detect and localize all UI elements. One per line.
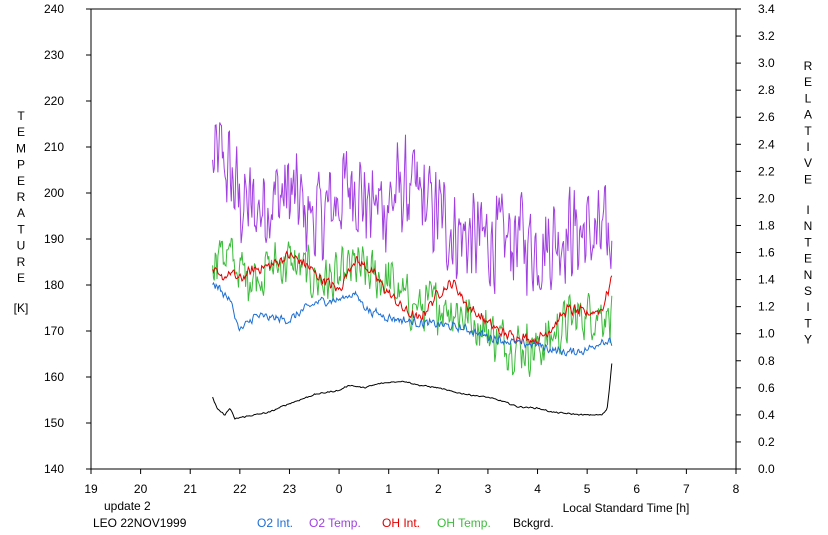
left-y-tick-label: 180: [44, 278, 64, 292]
left-y-label-letter: E: [17, 125, 25, 139]
left-y-label-letter: E: [17, 271, 25, 285]
left-y-tick-label: 170: [44, 324, 64, 338]
x-tick-label: 5: [584, 482, 591, 496]
x-axis: 19 20 21 22 23 0 1 2 3 4 5 6 7 8: [84, 469, 740, 496]
left-y-tick-label: 140: [44, 462, 64, 476]
left-y-unit: [K]: [14, 301, 29, 315]
right-y-label-letter: N: [804, 219, 813, 233]
legend-entry: OH Temp.: [437, 516, 491, 530]
right-y-tick-label: 2.6: [758, 110, 775, 124]
left-y-tick-label: 240: [44, 2, 64, 16]
legend-entry: OH Int.: [382, 516, 420, 530]
left-y-tick-label: 150: [44, 416, 64, 430]
left-y-label-letter: P: [17, 158, 25, 172]
right-y-label-letter: L: [805, 91, 812, 105]
x-tick-label: 7: [683, 482, 690, 496]
x-tick-label: 8: [733, 482, 740, 496]
x-tick-label: 4: [534, 482, 541, 496]
left-y-label-letter: A: [17, 206, 25, 220]
right-y-tick-label: 1.6: [758, 246, 775, 260]
x-tick-label: 1: [385, 482, 392, 496]
left-y-tick-label: 190: [44, 232, 64, 246]
right-y-label-letter: Y: [804, 333, 812, 347]
right-y-label-letter: R: [804, 59, 813, 73]
x-tick-label: 22: [233, 482, 247, 496]
right-y-label-letter: N: [804, 268, 813, 282]
legend-entry: O2 Int.: [257, 516, 293, 530]
right-y-tick-label: 2.8: [758, 83, 775, 97]
legend: O2 Int. O2 Temp. OH Int. OH Temp. Bckgrd.: [257, 516, 554, 530]
station-date-annotation: LEO 22NOV1999: [93, 516, 187, 530]
right-y-label-letter: A: [804, 108, 812, 122]
left-y-tick-label: 200: [44, 186, 64, 200]
right-y-axis: 0.0 0.2 0.4 0.6 0.8 1.0 1.2 1.4 1.6 1.8 2.0 2.2 2.4 2…: [736, 2, 775, 476]
x-tick-label: 3: [485, 482, 492, 496]
right-y-tick-label: 1.0: [758, 327, 775, 341]
left-y-label-letter: E: [17, 174, 25, 188]
right-y-tick-label: 0.0: [758, 462, 775, 476]
left-y-label-letter: R: [17, 190, 26, 204]
right-y-tick-label: 3.0: [758, 56, 775, 70]
right-y-label-letter: E: [804, 252, 812, 266]
x-tick-label: 0: [336, 482, 343, 496]
right-y-label-letter: E: [804, 172, 812, 186]
left-y-label-letter: T: [17, 109, 25, 123]
right-y-label-letter: I: [806, 300, 809, 314]
update-annotation: update 2: [104, 499, 151, 513]
right-y-tick-label: 1.4: [758, 273, 775, 287]
x-tick-label: 19: [84, 482, 98, 496]
right-y-label-letter: T: [804, 235, 812, 249]
left-y-tick-label: 230: [44, 48, 64, 62]
x-axis-label: Local Standard Time [h]: [563, 501, 690, 515]
right-y-tick-label: 2.0: [758, 191, 775, 205]
right-y-label-letter: V: [804, 156, 812, 170]
left-y-label-letter: T: [17, 222, 25, 236]
right-y-label-letter: I: [806, 203, 809, 217]
right-y-tick-label: 1.8: [758, 218, 775, 232]
series-line-o2-int: [212, 281, 613, 357]
right-y-tick-label: 3.4: [758, 2, 775, 16]
x-tick-label: 21: [184, 482, 198, 496]
x-tick-label: 23: [283, 482, 297, 496]
x-tick-label: 6: [633, 482, 640, 496]
right-y-label-letter: I: [806, 140, 809, 154]
left-y-axis: 140 150 160 170 180 190 200 210 220 230 240: [44, 2, 91, 476]
right-y-tick-label: 0.6: [758, 381, 775, 395]
right-y-tick-label: 1.2: [758, 300, 775, 314]
right-y-tick-label: 0.8: [758, 354, 775, 368]
legend-entry: O2 Temp.: [309, 516, 361, 530]
series-line-o2-temp: [212, 122, 613, 296]
x-tick-label: 2: [435, 482, 442, 496]
right-y-tick-label: 3.2: [758, 29, 775, 43]
plot-frame: [90, 8, 737, 470]
right-y-tick-label: 2.4: [758, 137, 775, 151]
left-y-tick-label: 160: [44, 370, 64, 384]
series-line-oh-int: [212, 250, 613, 347]
left-y-label-letter: R: [17, 255, 26, 269]
left-y-tick-label: 210: [44, 140, 64, 154]
left-y-label-letter: M: [16, 141, 26, 155]
right-y-label-letter: T: [804, 316, 812, 330]
legend-entry: Bckgrd.: [513, 516, 554, 530]
right-y-label-letter: S: [804, 284, 812, 298]
left-y-label-letter: U: [17, 239, 26, 253]
right-y-tick-label: 2.2: [758, 164, 775, 178]
series-line-bckgrd: [212, 363, 613, 420]
x-tick-label: 20: [134, 482, 148, 496]
right-y-tick-label: 0.2: [758, 435, 775, 449]
left-y-tick-label: 220: [44, 94, 64, 108]
right-y-tick-label: 0.4: [758, 408, 775, 422]
series-lines: [212, 122, 613, 420]
right-y-label-letter: E: [804, 75, 812, 89]
right-y-label-letter: T: [804, 124, 812, 138]
